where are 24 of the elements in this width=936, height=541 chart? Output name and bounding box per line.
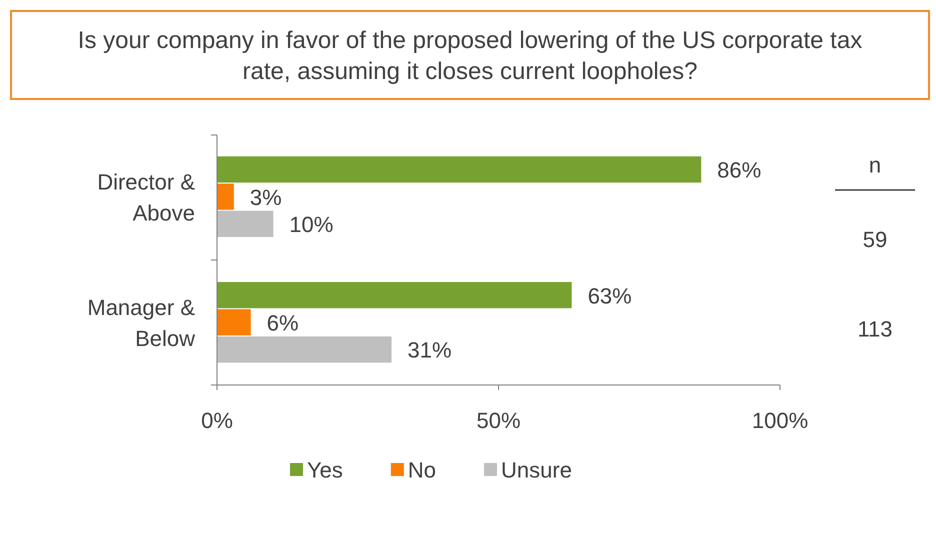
bar (217, 184, 234, 210)
data-label: 3% (250, 184, 282, 210)
x-tick-label: 0% (201, 408, 233, 434)
y-tick-label: Manager & Below (87, 295, 196, 352)
bar (217, 156, 702, 183)
x-tick-label: 100% (752, 408, 808, 434)
legend-label: Unsure (501, 458, 572, 483)
bar (217, 210, 274, 238)
legend-label: Yes (307, 458, 343, 483)
y-tick-label: Director & Above (97, 169, 196, 226)
data-label: 86% (717, 158, 762, 183)
bar (217, 336, 392, 363)
x-tick-label: 50% (476, 408, 521, 434)
text: 113 (857, 316, 893, 342)
data-label: 6% (266, 310, 299, 336)
chart-title: Is your company in favor of the proposed lowering of the US corporate tax rate, assuming it closes current loopholes? (78, 27, 862, 85)
text: n (868, 152, 882, 178)
bar (217, 282, 572, 308)
bar (217, 309, 251, 336)
data-label: 63% (588, 283, 632, 308)
data-label: 31% (408, 338, 452, 363)
data-label: 10% (289, 212, 334, 238)
text: 59 (862, 226, 888, 252)
legend-label: No (408, 458, 436, 483)
